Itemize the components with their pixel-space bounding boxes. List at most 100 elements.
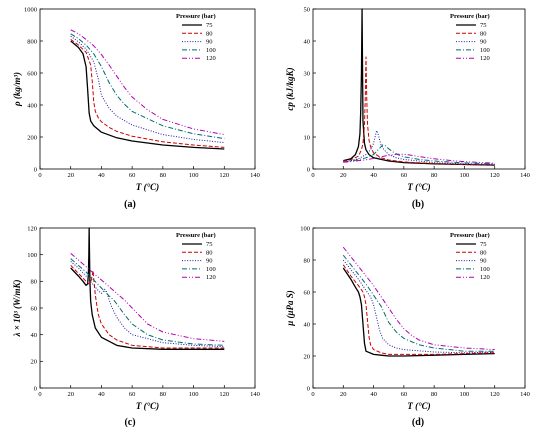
x-tick-label: 20	[340, 391, 347, 398]
legend-entry-100: 100	[480, 47, 490, 54]
x-tick-label: 100	[189, 172, 199, 179]
y-tick-label: 40	[31, 332, 38, 339]
y-axis-label: cp (kJ/kgK)	[285, 67, 295, 110]
y-tick-label: 0	[307, 166, 310, 173]
series-line-75	[70, 227, 225, 350]
series-line-100	[342, 254, 495, 352]
y-tick-label: 200	[27, 134, 37, 141]
plot-frame	[312, 8, 526, 170]
x-tick-label: 20	[340, 172, 347, 179]
series-line-75	[343, 8, 495, 166]
plot-frame	[39, 227, 256, 389]
series-line-90	[70, 35, 225, 144]
series-line-100	[70, 33, 225, 140]
legend-entry-90: 90	[480, 39, 487, 46]
y-tick-label: 800	[27, 38, 37, 45]
series-line-80	[343, 56, 495, 166]
x-axis-label: T (°C)	[407, 401, 430, 411]
y-tick-label: 0	[34, 385, 37, 392]
legend-entry-80: 80	[480, 30, 487, 37]
x-tick-label: 60	[401, 391, 408, 398]
y-tick-label: 120	[27, 225, 37, 232]
x-tick-label: 80	[431, 391, 438, 398]
x-tick-label: 80	[160, 391, 167, 398]
legend-entry-120: 120	[206, 55, 216, 62]
legend-entry-120: 120	[480, 55, 490, 62]
x-tick-label: 0	[311, 172, 314, 179]
y-tick-label: 50	[304, 6, 311, 13]
y-tick-label: 1000	[24, 6, 37, 13]
x-tick-label: 100	[460, 391, 470, 398]
y-tick-label: 30	[304, 70, 311, 77]
legend-entry-100: 100	[206, 266, 216, 273]
legend-entry-75: 75	[206, 241, 213, 248]
x-tick-label: 140	[250, 391, 260, 398]
y-tick-label: 400	[27, 102, 37, 109]
panel-caption: (a)	[124, 199, 136, 210]
x-tick-label: 100	[460, 172, 470, 179]
legend-title: Pressure (bar)	[176, 13, 216, 20]
series-line-100	[70, 258, 225, 346]
series-line-120	[343, 153, 495, 164]
x-tick-label: 120	[219, 391, 229, 398]
y-tick-label: 0	[307, 385, 310, 392]
x-tick-label: 60	[129, 172, 136, 179]
y-tick-label: 10	[304, 134, 311, 141]
plot-frame	[39, 8, 256, 170]
y-tick-label: 600	[27, 70, 37, 77]
series-line-120	[342, 246, 495, 351]
x-tick-label: 140	[520, 391, 530, 398]
legend-entry-75: 75	[480, 241, 487, 248]
x-tick-label: 120	[490, 391, 500, 398]
x-tick-label: 60	[129, 391, 136, 398]
x-tick-label: 40	[370, 172, 377, 179]
legend-entry-90: 90	[206, 258, 213, 265]
panel-caption: (d)	[412, 417, 424, 428]
series-line-75	[70, 40, 225, 150]
y-tick-label: 40	[304, 38, 311, 45]
plot-frame	[312, 227, 526, 389]
legend-entry-120: 120	[480, 274, 490, 281]
series-line-120	[70, 29, 225, 136]
legend-entry-75: 75	[480, 22, 487, 29]
x-tick-label: 0	[311, 391, 314, 398]
y-tick-label: 20	[304, 102, 311, 109]
x-tick-label: 20	[67, 172, 74, 179]
legend-title: Pressure (bar)	[450, 232, 490, 239]
x-tick-label: 120	[219, 172, 229, 179]
legend-entry-75: 75	[206, 22, 213, 29]
series-line-100	[343, 144, 495, 165]
y-tick-label: 100	[300, 225, 310, 232]
y-tick-label: 80	[304, 257, 311, 264]
x-tick-label: 20	[67, 391, 74, 398]
legend-entry-120: 120	[206, 274, 216, 281]
series-line-80	[342, 264, 495, 355]
x-axis-label: T (°C)	[136, 182, 159, 192]
y-tick-label: 60	[304, 289, 311, 296]
y-tick-label: 80	[31, 279, 38, 286]
x-tick-label: 120	[490, 172, 500, 179]
x-tick-label: 140	[520, 172, 530, 179]
series-line-75	[342, 267, 495, 357]
y-tick-label: 40	[304, 321, 311, 328]
x-tick-label: 60	[401, 172, 408, 179]
x-tick-label: 0	[38, 172, 41, 179]
series-line-80	[70, 38, 225, 148]
y-tick-label: 20	[304, 353, 311, 360]
legend-entry-100: 100	[206, 47, 216, 54]
x-tick-label: 0	[38, 391, 41, 398]
y-axis-label: ρ (kg/m³)	[12, 72, 22, 107]
y-tick-label: 0	[34, 166, 37, 173]
legend-entry-80: 80	[206, 30, 213, 37]
legend-entry-80: 80	[480, 249, 487, 256]
legend-entry-80: 80	[206, 249, 213, 256]
y-tick-label: 20	[31, 359, 38, 366]
panel-caption: (c)	[124, 417, 135, 428]
